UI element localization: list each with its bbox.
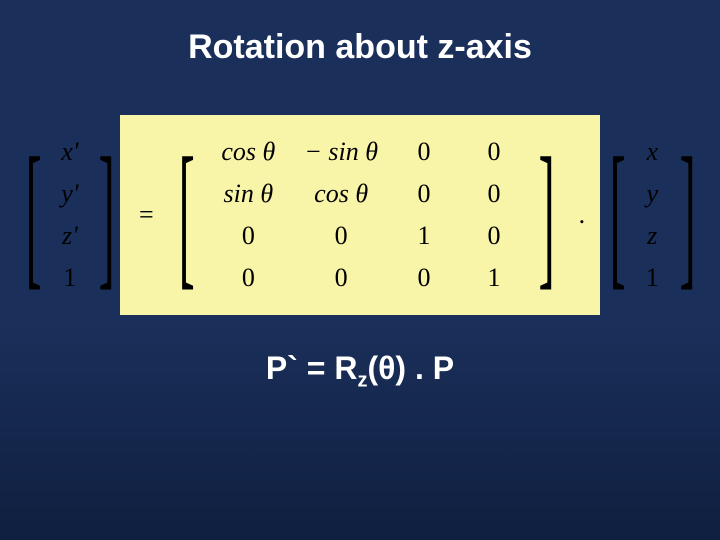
matrix-cell: cos θ bbox=[221, 136, 275, 168]
vec-elem: z' bbox=[62, 220, 78, 252]
matrix-cell: 1 bbox=[487, 262, 500, 294]
matrix-cell: 0 bbox=[417, 178, 430, 210]
vec-elem: y' bbox=[61, 178, 78, 210]
matrix-bracket-open: [ bbox=[178, 143, 194, 288]
vec-elem: y bbox=[646, 178, 658, 210]
vec-elem: 1 bbox=[646, 262, 659, 294]
matrix-cell: 0 bbox=[417, 262, 430, 294]
matrix-cell: sin θ bbox=[224, 178, 274, 210]
matrix-cell: 0 bbox=[242, 262, 255, 294]
matrix-cell: 0 bbox=[417, 136, 430, 168]
vec-elem: z bbox=[647, 220, 657, 252]
compact-equation: P` = Rz(θ) . P bbox=[0, 350, 720, 392]
right-bracket-open: [ bbox=[610, 143, 626, 288]
right-bracket-close: ] bbox=[679, 143, 695, 288]
left-bracket-open: [ bbox=[25, 143, 41, 288]
matrix-cell: 0 bbox=[487, 220, 500, 252]
dot-operator: . bbox=[579, 200, 586, 230]
matrix-cell: 0 bbox=[242, 220, 255, 252]
matrix-cell: cos θ bbox=[314, 178, 368, 210]
eq-sub: z bbox=[357, 369, 367, 391]
matrix-cell: − sin θ bbox=[304, 136, 378, 168]
matrix-equation-box: [ x' y' z' 1 ] = [ cos θ sin θ 0 0 − sin… bbox=[120, 115, 600, 315]
eq-equals: = bbox=[298, 350, 334, 386]
matrix-cell: 0 bbox=[487, 178, 500, 210]
left-bracket-close: ] bbox=[99, 143, 115, 288]
result-vector: x' y' z' 1 bbox=[61, 136, 78, 294]
equals-sign: = bbox=[139, 200, 154, 230]
eq-lhs: P` bbox=[266, 350, 298, 386]
eq-rhs: P bbox=[433, 350, 454, 386]
eq-r: R bbox=[334, 350, 357, 386]
vec-elem: 1 bbox=[63, 262, 76, 294]
input-vector: x y z 1 bbox=[646, 136, 659, 294]
eq-theta: (θ) bbox=[367, 350, 406, 386]
vec-elem: x bbox=[646, 136, 658, 168]
matrix-equation: [ x' y' z' 1 ] = [ cos θ sin θ 0 0 − sin… bbox=[11, 136, 710, 294]
eq-dot: . bbox=[406, 350, 433, 386]
matrix-cell: 1 bbox=[417, 220, 430, 252]
matrix-bracket-close: ] bbox=[538, 143, 554, 288]
rotation-matrix: cos θ sin θ 0 0 − sin θ cos θ 0 0 0 0 1 … bbox=[214, 136, 518, 294]
slide-title: Rotation about z-axis bbox=[0, 28, 720, 67]
matrix-cell: 0 bbox=[335, 220, 348, 252]
matrix-cell: 0 bbox=[487, 136, 500, 168]
matrix-cell: 0 bbox=[335, 262, 348, 294]
vec-elem: x' bbox=[61, 136, 78, 168]
